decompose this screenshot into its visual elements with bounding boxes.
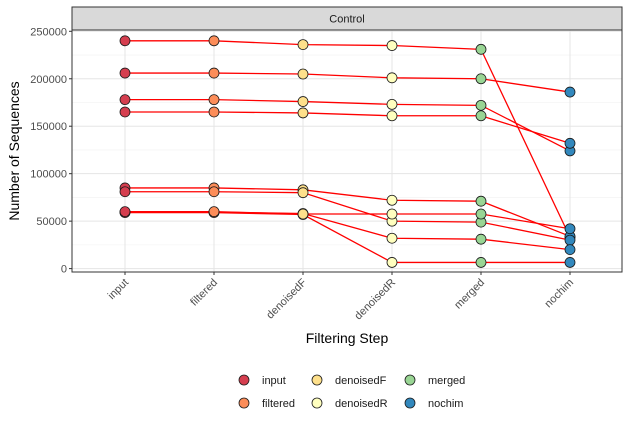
data-point-merged [475, 73, 487, 85]
x-tick-label: nochim [543, 277, 577, 311]
x-tick-label: denoisedR [352, 277, 398, 323]
data-point-merged [475, 43, 487, 55]
data-point-merged [475, 233, 487, 245]
legend-label: filtered [262, 398, 295, 410]
data-point-nochim [564, 137, 576, 149]
data-point-filtered [208, 67, 220, 79]
data-point-filtered [208, 35, 220, 47]
data-point-denoisedR [386, 208, 398, 220]
series-line [125, 187, 571, 237]
y-axis: 0 50000 100000 150000 200000 250000 [30, 26, 72, 276]
data-point-nochim [564, 244, 576, 256]
legend-key-denoisedF [311, 374, 323, 386]
data-point-merged [475, 208, 487, 220]
data-point-filtered [208, 94, 220, 106]
x-tick-label: merged [452, 277, 487, 312]
legend-key-merged [404, 374, 416, 386]
data-point-denoisedR [386, 72, 398, 84]
panel-background [72, 30, 622, 272]
data-point-merged [475, 110, 487, 122]
data-point-denoisedR [386, 194, 398, 206]
legend-key-input [238, 374, 250, 386]
series-line [125, 111, 571, 144]
data-point-merged [475, 99, 487, 111]
legend-key-nochim [404, 397, 416, 409]
legend-label: nochim [428, 398, 463, 410]
data-point-denoisedF [297, 96, 309, 107]
y-tick-label: 0 [61, 264, 67, 276]
series-line [125, 191, 571, 241]
data-point-denoisedF [297, 39, 309, 50]
x-tick-label: filtered [188, 277, 220, 309]
data-point-input [119, 35, 131, 47]
series-line [125, 211, 570, 264]
legend: input filtered denoisedF denoisedR merged noc… [238, 374, 465, 410]
x-axis: input filtered denoisedF denoisedR merged noc… [106, 272, 576, 322]
x-axis-title: Filtering Step [306, 330, 389, 346]
data-point-nochim [564, 86, 576, 98]
y-tick-label: 150000 [30, 121, 67, 133]
x-tick-label: denoisedF [264, 276, 309, 321]
y-tick-label: 200000 [30, 74, 67, 86]
data-point-denoisedF [297, 68, 309, 80]
data-point-denoisedR [386, 110, 398, 122]
data-point-denoisedR [386, 257, 398, 268]
data-points [119, 35, 576, 268]
data-point-denoisedR [386, 232, 398, 244]
data-point-denoisedF [297, 208, 309, 220]
data-point-input [119, 106, 131, 118]
data-point-input [119, 67, 131, 79]
series-line [125, 72, 571, 93]
data-point-input [119, 94, 131, 106]
legend-label: input [262, 375, 286, 387]
data-point-denoisedF [297, 107, 309, 119]
series-lines [125, 40, 571, 264]
strip-background [71, 6, 623, 31]
y-tick-label: 50000 [36, 216, 67, 228]
x-tick-label: input [106, 277, 131, 302]
series-line [125, 98, 571, 152]
series-line [125, 210, 571, 230]
data-point-nochim [564, 223, 576, 235]
data-point-input [119, 186, 131, 198]
panel-title: Control [329, 14, 364, 26]
y-axis-title: Number of Sequences [6, 81, 22, 220]
data-point-denoisedR [386, 98, 398, 110]
data-point-denoisedR [386, 40, 398, 51]
data-point-nochim [564, 234, 576, 246]
legend-label: denoisedF [335, 375, 387, 387]
data-point-input [119, 206, 131, 218]
data-point-filtered [208, 186, 220, 198]
legend-label: denoisedR [335, 398, 388, 410]
legend-key-filtered [238, 397, 250, 409]
data-point-merged [475, 257, 487, 268]
legend-key-denoisedR [311, 397, 323, 409]
data-point-nochim [564, 257, 576, 268]
data-point-merged [475, 195, 487, 207]
y-tick-label: 250000 [30, 26, 67, 38]
data-point-denoisedF [297, 187, 309, 199]
data-point-filtered [208, 206, 220, 218]
y-tick-label: 100000 [30, 169, 67, 181]
legend-label: merged [428, 375, 465, 387]
data-point-filtered [208, 106, 220, 118]
